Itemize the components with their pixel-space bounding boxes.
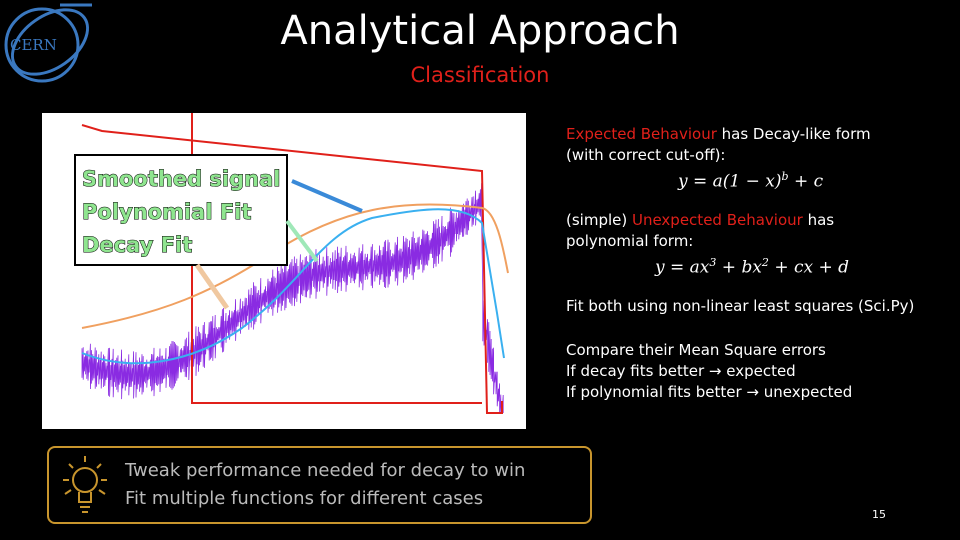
bullet-unexpected: (simple) Unexpected Behaviour has polyno…	[566, 210, 834, 252]
text: has Decay-like form	[716, 125, 871, 143]
logo-ellipse	[11, 8, 89, 76]
text: polynomial form:	[566, 232, 694, 250]
formula-part: + cx + d	[768, 257, 850, 278]
red-curve	[81, 124, 503, 414]
legend-entry: Decay Fit	[82, 233, 192, 257]
title: Analytical Approach	[280, 8, 680, 54]
formula-exp: 2	[761, 256, 769, 269]
text: If polynomial fits better → unexpected	[566, 383, 853, 401]
bullet-compare: Compare their Mean Square errors If deca…	[566, 340, 852, 403]
logo-ring	[4, 7, 80, 83]
plot-image: Smoothed signal Polynomial Fit Decay Fit	[42, 113, 526, 429]
arrow	[194, 263, 230, 310]
text: Compare their Mean Square errors	[566, 341, 826, 359]
page-number: 15	[872, 508, 886, 521]
poly-fit	[81, 203, 509, 329]
text: If decay fits better → expected	[566, 362, 796, 380]
formula-part: + c	[788, 171, 824, 192]
formula-part: + bx	[716, 257, 762, 278]
logo-text: CERN	[10, 36, 57, 54]
bullet-fit: Fit both using non-linear least squares …	[566, 297, 915, 315]
highlight: Expected Behaviour	[566, 125, 717, 143]
smoothed	[81, 208, 505, 365]
legend-box	[74, 154, 288, 266]
cern-logo: CERN	[4, 3, 92, 83]
formula-part: y = a(1 − x)	[678, 171, 782, 192]
callout-line: Fit multiple functions for different cas…	[125, 488, 484, 509]
formula-part: y = ax	[655, 257, 710, 278]
formula-exp: b	[781, 170, 789, 183]
noise	[81, 183, 504, 414]
formula: y = a(1 − x)b + c	[678, 166, 823, 193]
formula: y = ax3 + bx2 + cx + d	[655, 252, 849, 279]
callout-line: Tweak performance needed for decay to wi…	[125, 460, 526, 481]
bullet-expected: Expected Behaviour has Decay-like form (…	[566, 124, 871, 166]
signal	[81, 183, 504, 414]
text: has	[802, 211, 835, 229]
arrow	[291, 179, 363, 213]
formula-exp: 3	[709, 256, 717, 269]
arrow	[285, 219, 319, 263]
highlight: Unexpected Behaviour	[631, 211, 803, 229]
text: (with correct cut-off):	[566, 146, 726, 164]
text: (simple)	[566, 211, 632, 229]
bulb-icon	[63, 456, 107, 513]
subtitle: Classification	[410, 63, 550, 87]
legend-entry: Polynomial Fit	[82, 200, 251, 224]
callout: Tweak performance needed for decay to wi…	[47, 446, 592, 524]
legend-entry: Smoothed signal	[82, 167, 281, 191]
